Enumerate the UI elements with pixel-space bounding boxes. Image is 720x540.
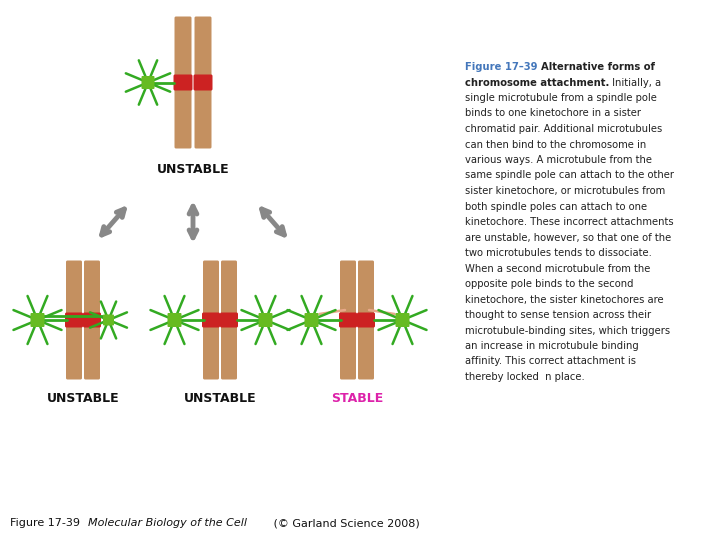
FancyBboxPatch shape (395, 313, 410, 327)
FancyBboxPatch shape (194, 17, 212, 78)
Text: both spindle poles can attach to one: both spindle poles can attach to one (465, 201, 647, 212)
FancyBboxPatch shape (221, 260, 237, 315)
FancyBboxPatch shape (84, 260, 100, 315)
FancyBboxPatch shape (174, 75, 192, 91)
FancyBboxPatch shape (103, 314, 114, 326)
FancyBboxPatch shape (203, 325, 219, 380)
Text: chromatid pair. Additional microtubules: chromatid pair. Additional microtubules (465, 124, 662, 134)
Text: Molecular Biology of the Cell: Molecular Biology of the Cell (88, 518, 247, 528)
Text: UNSTABLE: UNSTABLE (157, 163, 229, 176)
FancyBboxPatch shape (340, 260, 356, 315)
Text: binds to one kinetochore in a sister: binds to one kinetochore in a sister (465, 109, 641, 118)
FancyBboxPatch shape (83, 313, 101, 327)
FancyBboxPatch shape (358, 260, 374, 315)
FancyBboxPatch shape (30, 313, 45, 327)
Text: STABLE: STABLE (331, 392, 383, 405)
Text: various ways. A microtubule from the: various ways. A microtubule from the (465, 155, 652, 165)
FancyBboxPatch shape (66, 325, 82, 380)
Text: are unstable, however, so that one of the: are unstable, however, so that one of th… (465, 233, 671, 242)
Text: Alternative forms of: Alternative forms of (541, 62, 655, 72)
Text: opposite pole binds to the second: opposite pole binds to the second (465, 279, 634, 289)
Text: thought to sense tension across their: thought to sense tension across their (465, 310, 651, 320)
FancyBboxPatch shape (174, 87, 192, 148)
FancyBboxPatch shape (258, 313, 272, 327)
FancyBboxPatch shape (174, 17, 192, 78)
Text: UNSTABLE: UNSTABLE (47, 392, 120, 405)
FancyBboxPatch shape (194, 75, 212, 91)
FancyBboxPatch shape (202, 313, 220, 327)
Text: Figure 17–39: Figure 17–39 (465, 62, 541, 72)
FancyBboxPatch shape (84, 325, 100, 380)
FancyBboxPatch shape (65, 313, 83, 327)
FancyBboxPatch shape (66, 260, 82, 315)
Text: UNSTABLE: UNSTABLE (184, 392, 256, 405)
FancyBboxPatch shape (220, 313, 238, 327)
FancyBboxPatch shape (142, 76, 155, 89)
Text: chromosome attachment.: chromosome attachment. (465, 78, 609, 87)
Text: kinetochore. These incorrect attachments: kinetochore. These incorrect attachments (465, 217, 674, 227)
Text: affinity. This correct attachment is: affinity. This correct attachment is (465, 356, 636, 367)
FancyBboxPatch shape (358, 325, 374, 380)
Text: Initially, a: Initially, a (609, 78, 662, 87)
Text: sister kinetochore, or microtubules from: sister kinetochore, or microtubules from (465, 186, 665, 196)
Text: (© Garland Science 2008): (© Garland Science 2008) (270, 518, 420, 528)
FancyBboxPatch shape (168, 313, 181, 327)
FancyBboxPatch shape (340, 325, 356, 380)
Text: thereby locked  n place.: thereby locked n place. (465, 372, 585, 382)
Text: Figure 17-39: Figure 17-39 (10, 518, 87, 528)
Text: kinetochore, the sister kinetochores are: kinetochore, the sister kinetochores are (465, 294, 664, 305)
Text: can then bind to the chromosome in: can then bind to the chromosome in (465, 139, 647, 150)
FancyBboxPatch shape (357, 313, 375, 327)
FancyBboxPatch shape (221, 325, 237, 380)
FancyBboxPatch shape (305, 313, 318, 327)
Text: an increase in microtubule binding: an increase in microtubule binding (465, 341, 639, 351)
Text: When a second microtubule from the: When a second microtubule from the (465, 264, 650, 273)
FancyBboxPatch shape (203, 260, 219, 315)
Text: microtubule-binding sites, which triggers: microtubule-binding sites, which trigger… (465, 326, 670, 335)
Text: two microtubules tends to dissociate.: two microtubules tends to dissociate. (465, 248, 652, 258)
FancyBboxPatch shape (194, 87, 212, 148)
Text: single microtubule from a spindle pole: single microtubule from a spindle pole (465, 93, 657, 103)
Text: same spindle pole can attach to the other: same spindle pole can attach to the othe… (465, 171, 674, 180)
FancyBboxPatch shape (339, 313, 357, 327)
